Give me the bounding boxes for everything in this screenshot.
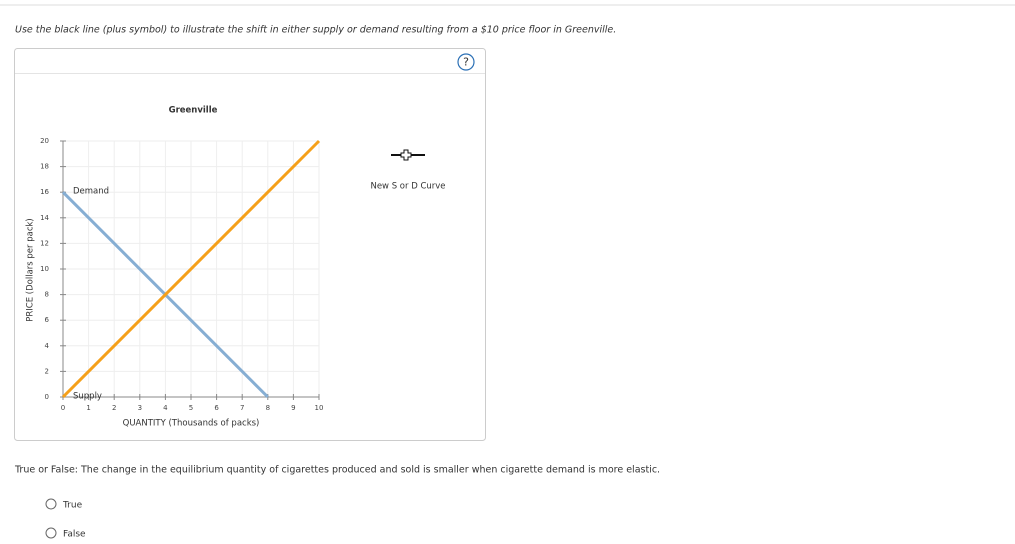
x-tick-label: 3 — [138, 404, 142, 412]
x-tick-label: 7 — [240, 404, 244, 412]
y-tick-label: 6 — [45, 316, 50, 324]
option-label[interactable]: True — [62, 501, 83, 511]
y-tick-label: 8 — [45, 291, 49, 299]
y-tick-label: 0 — [45, 393, 49, 401]
x-tick-label: 0 — [61, 404, 65, 412]
y-tick-label: 20 — [40, 137, 49, 145]
tool-plus[interactable] — [400, 149, 412, 161]
y-tick-label: 4 — [45, 342, 50, 350]
graph-panel — [14, 48, 486, 441]
tool-label: New S or D Curve — [370, 182, 445, 192]
radio-button[interactable] — [45, 498, 57, 510]
x-tick-label: 8 — [266, 404, 270, 412]
chart-title: Greenville — [169, 106, 218, 116]
y-tick-label: 2 — [45, 367, 49, 375]
curve-tool[interactable] — [391, 149, 425, 161]
series-line[interactable] — [61, 139, 321, 399]
help-button[interactable] — [457, 53, 475, 71]
series-label: Demand — [73, 187, 109, 197]
options: True False — [45, 498, 86, 540]
y-axis-label: PRICE (Dollars per pack) — [26, 218, 36, 322]
y-tick-label: 12 — [40, 239, 49, 247]
x-tick-label: 2 — [112, 404, 116, 412]
instruction: Use the black line (plus symbol) to illu… — [15, 25, 616, 36]
plot: 0 1 2 3 4 5 6 7 8 9 1002468101214161820DemandSuppl… — [40, 137, 323, 412]
question: True or False: The change in the equilib… — [14, 465, 660, 476]
x-tick-label: 4 — [163, 404, 168, 412]
x-tick-label: 5 — [189, 404, 193, 412]
y-tick-label: 14 — [40, 214, 49, 222]
y-tick-label: 16 — [40, 188, 49, 196]
series-label: Supply — [73, 392, 102, 402]
x-tick-label: 10 — [315, 404, 324, 412]
x-tick-label: 9 — [291, 404, 295, 412]
x-tick-label: 1 — [86, 404, 90, 412]
option-label[interactable]: False — [63, 530, 86, 540]
x-axis-label: QUANTITY (Thousands of packs) — [123, 419, 260, 429]
y-tick-label: 10 — [40, 265, 49, 273]
x-tick-label: 6 — [214, 404, 219, 412]
radio-button[interactable] — [45, 527, 57, 539]
y-tick-label: 18 — [40, 163, 49, 171]
help-icon[interactable]: ? — [463, 56, 469, 69]
